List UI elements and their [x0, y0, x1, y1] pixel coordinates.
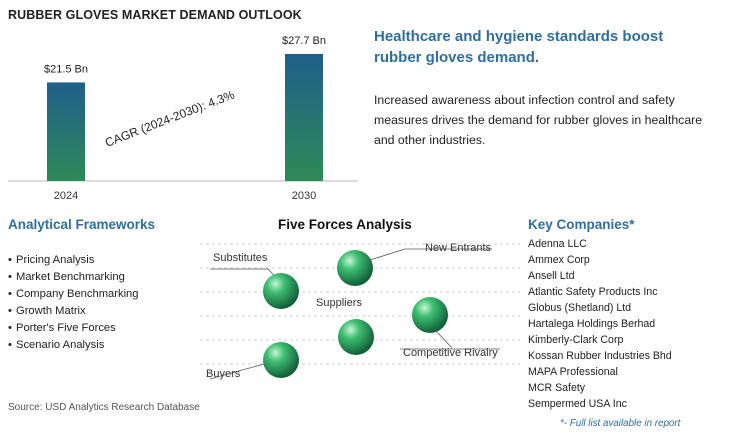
- list-item: Sempermed USA Inc: [528, 398, 627, 410]
- companies-list: Adenna LLC Ammex Corp Ansell Ltd Atlanti…: [528, 236, 672, 412]
- list-item: MCR Safety: [528, 382, 586, 394]
- list-item: Ammex Corp: [528, 254, 590, 266]
- force-sphere-buyers: [263, 342, 299, 378]
- force-sphere-suppliers: [338, 319, 374, 355]
- list-item: Porter's Five Forces: [8, 320, 139, 337]
- market-bar-chart: $21.5 Bn 2024 $27.7 Bn 2030 CAGR (2024-2030…: [8, 35, 358, 202]
- insight-headline: Healthcare and hygiene standards boost r…: [374, 28, 664, 66]
- list-item: Kimberly-Clark Corp: [528, 334, 624, 346]
- five-forces-title: Five Forces Analysis: [278, 217, 412, 232]
- x-tick-label: 2024: [54, 190, 78, 202]
- force-sphere-rivalry: [412, 297, 448, 333]
- companies-footnote: *- Full list available in report: [560, 418, 681, 429]
- force-label-buyers: Buyers: [206, 368, 241, 380]
- force-sphere-new-entrants: [337, 250, 373, 286]
- frameworks-list: Pricing Analysis Market Benchmarking Com…: [8, 252, 139, 354]
- bar-2030: [285, 54, 323, 181]
- x-tick-label: 2030: [292, 190, 316, 202]
- list-item: Growth Matrix: [8, 303, 139, 320]
- list-item: Company Benchmarking: [8, 286, 139, 303]
- page-title: RUBBER GLOVES MARKET DEMAND OUTLOOK: [8, 8, 302, 22]
- force-sphere-substitutes: [263, 273, 299, 309]
- bar-2024: [47, 82, 85, 181]
- list-item: MAPA Professional: [528, 366, 618, 378]
- cagr-annotation: CAGR (2024-2030): 4.3%: [103, 87, 237, 149]
- insight-description: Increased awareness about infection cont…: [374, 93, 703, 147]
- bar-value-label: $21.5 Bn: [44, 63, 88, 75]
- list-item: Ansell Ltd: [528, 270, 575, 282]
- force-label-new-entrants: New Entrants: [425, 242, 492, 254]
- force-label-suppliers: Suppliers: [316, 297, 362, 309]
- five-forces-diagram: [200, 243, 520, 380]
- bar-value-label: $27.7 Bn: [282, 35, 326, 47]
- list-item: Adenna LLC: [528, 238, 587, 250]
- force-label-substitutes: Substitutes: [213, 252, 268, 264]
- force-label-competitive-rivalry: Competitive Rivalry: [403, 347, 498, 359]
- companies-title: Key Companies*: [528, 217, 635, 232]
- list-item: Market Benchmarking: [8, 269, 139, 286]
- list-item: Pricing Analysis: [8, 252, 139, 269]
- list-item: Atlantic Safety Products Inc: [528, 286, 658, 298]
- bars-group: $21.5 Bn 2024 $27.7 Bn 2030: [44, 35, 326, 202]
- list-item: Scenario Analysis: [8, 337, 139, 354]
- source-note: Source: USD Analytics Research Database: [8, 402, 200, 413]
- list-item: Hartalega Holdings Berhad: [528, 318, 656, 330]
- frameworks-title: Analytical Frameworks: [8, 217, 156, 232]
- list-item: Globus (Shetland) Ltd: [528, 302, 632, 314]
- list-item: Kossan Rubber Industries Bhd: [528, 350, 672, 362]
